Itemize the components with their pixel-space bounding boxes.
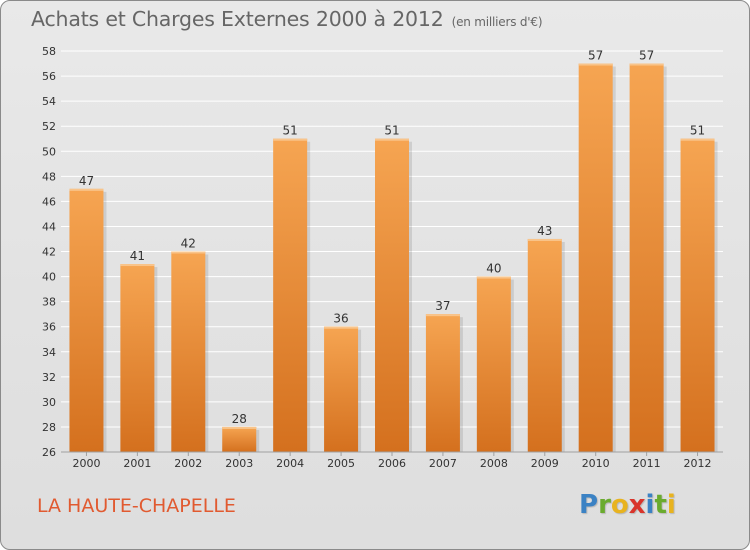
y-tick-label: 48 <box>42 170 56 183</box>
x-tick-label: 2001 <box>123 457 151 470</box>
bar-highlight <box>222 426 257 429</box>
y-tick-label: 30 <box>42 396 56 409</box>
bar <box>425 314 460 452</box>
y-tick-label: 56 <box>42 70 56 83</box>
x-tick-label: 2011 <box>633 457 661 470</box>
data-label: 51 <box>283 124 298 138</box>
y-tick-label: 46 <box>42 195 56 208</box>
y-tick-label: 52 <box>42 120 56 133</box>
y-tick-label: 26 <box>42 446 56 459</box>
data-label: 28 <box>232 412 247 426</box>
proxiti-logo[interactable]: Proxiti <box>579 490 676 520</box>
bar-highlight <box>171 251 206 254</box>
y-tick-label: 40 <box>42 271 56 284</box>
y-tick-label: 58 <box>42 45 56 58</box>
data-label: 36 <box>333 312 348 326</box>
bar-highlight <box>476 276 511 279</box>
data-label: 51 <box>384 124 399 138</box>
bar <box>273 138 308 452</box>
bar-highlight <box>425 314 460 317</box>
bar <box>629 63 664 452</box>
x-tick-label: 2004 <box>276 457 304 470</box>
chart-title-text: Achats et Charges Externes 2000 à 2012 <box>31 7 444 31</box>
logo-letter: t <box>654 490 667 520</box>
data-label: 47 <box>79 174 94 188</box>
x-tick-label: 2003 <box>225 457 253 470</box>
x-tick-label: 2008 <box>480 457 508 470</box>
data-label: 57 <box>588 49 603 63</box>
bar-highlight <box>273 138 308 141</box>
bar <box>171 251 206 452</box>
chart-title: Achats et Charges Externes 2000 à 2012 (e… <box>31 7 543 31</box>
bar <box>324 326 359 452</box>
logo-letter: P <box>579 490 599 520</box>
x-tick-label: 2007 <box>429 457 457 470</box>
logo-letter: o <box>610 490 629 520</box>
data-label: 51 <box>690 124 705 138</box>
data-label: 42 <box>181 237 196 251</box>
data-label: 41 <box>130 249 145 263</box>
bar-highlight <box>629 63 664 66</box>
bar <box>375 138 409 452</box>
bar-highlight <box>680 138 715 141</box>
data-label: 37 <box>435 299 450 313</box>
logo-letter: i <box>666 490 676 520</box>
data-label: 57 <box>639 49 654 63</box>
x-tick-label: 2000 <box>72 457 100 470</box>
axis-layer: 26 28 30 32 34 36 38 40 42 44 46 48 50 52 54 56 58 47 2000… <box>42 45 723 470</box>
y-tick-label: 34 <box>42 346 56 359</box>
x-tick-label: 2005 <box>327 457 355 470</box>
x-tick-label: 2012 <box>684 457 712 470</box>
y-tick-label: 54 <box>42 95 56 108</box>
bar <box>222 426 257 452</box>
logo-letter: i <box>645 490 655 520</box>
bar <box>120 264 155 452</box>
logo-letter: r <box>598 490 611 520</box>
bar <box>680 138 715 452</box>
x-tick-label: 2002 <box>174 457 202 470</box>
bar-highlight <box>527 238 562 241</box>
chart-subtitle: (en milliers d'€) <box>451 15 543 29</box>
bar <box>527 238 562 452</box>
y-tick-label: 38 <box>42 296 56 309</box>
bar-highlight <box>375 138 409 141</box>
y-tick-label: 32 <box>42 371 56 384</box>
bar-highlight <box>120 264 155 267</box>
x-tick-label: 2010 <box>582 457 610 470</box>
y-tick-label: 36 <box>42 321 56 334</box>
y-tick-label: 42 <box>42 246 56 259</box>
x-tick-label: 2006 <box>378 457 406 470</box>
y-tick-label: 28 <box>42 421 56 434</box>
bar <box>578 63 613 452</box>
data-label: 43 <box>537 224 552 238</box>
bar <box>476 276 511 452</box>
bar-highlight <box>578 63 613 66</box>
location-name: LA HAUTE-CHAPELLE <box>37 495 236 517</box>
logo-letter: x <box>628 490 646 520</box>
x-tick-label: 2009 <box>531 457 559 470</box>
bar-highlight <box>324 326 359 329</box>
data-label: 40 <box>486 262 501 276</box>
y-tick-label: 50 <box>42 145 56 158</box>
bar-layer <box>69 63 718 452</box>
bar <box>69 188 104 452</box>
bar-highlight <box>69 188 104 191</box>
y-tick-label: 44 <box>42 220 56 233</box>
